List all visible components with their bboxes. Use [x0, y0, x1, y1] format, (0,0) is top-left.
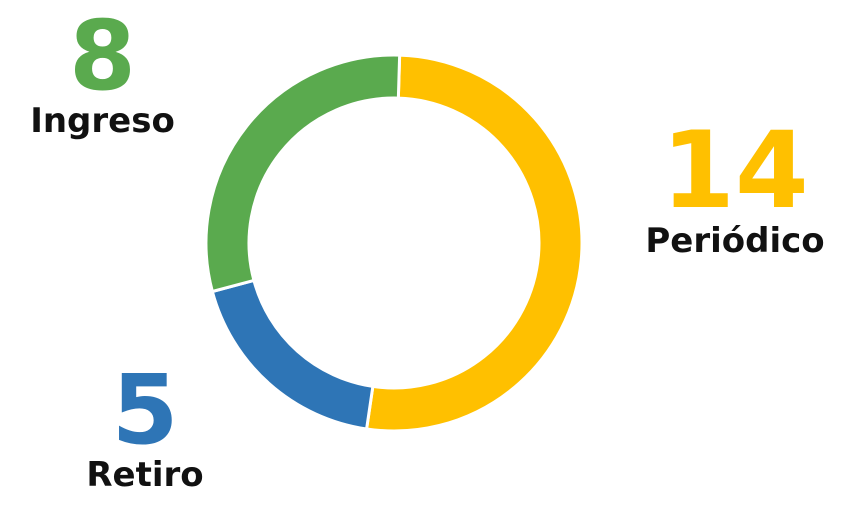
label-retiro: 5 Retiro: [55, 362, 235, 492]
slice-periodico: [364, 53, 584, 433]
value-retiro: 5: [111, 354, 179, 466]
value-periodico: 14: [661, 109, 809, 232]
slice-retiro: [210, 278, 375, 431]
name-ingreso: Ingreso: [30, 101, 175, 141]
label-ingreso: 8 Ingreso: [10, 8, 195, 138]
label-periodico: 14 Periódico: [630, 109, 840, 261]
slice-ingreso: [204, 53, 402, 294]
name-periodico: Periódico: [645, 221, 825, 261]
name-retiro: Retiro: [86, 455, 204, 495]
donut-slices: [204, 53, 584, 433]
value-ingreso: 8: [69, 0, 136, 112]
